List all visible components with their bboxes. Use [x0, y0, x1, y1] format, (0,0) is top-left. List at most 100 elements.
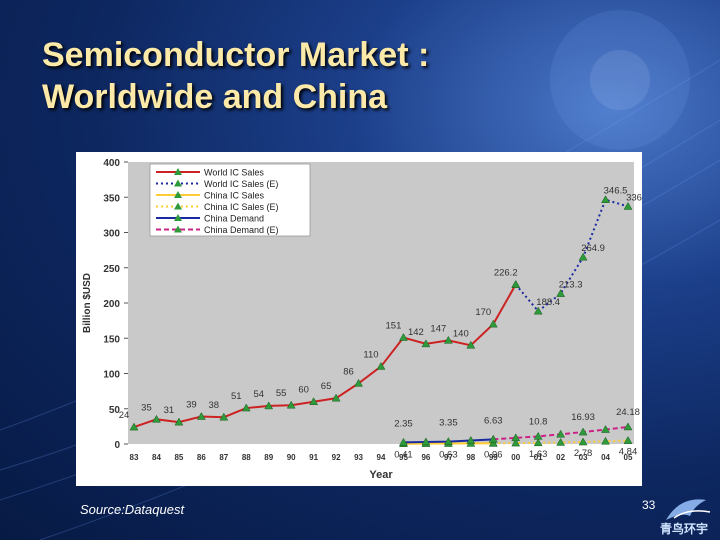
data-point	[556, 289, 566, 297]
x-tick-label: 84	[152, 453, 161, 462]
x-tick-label: 92	[332, 453, 341, 462]
data-label: 142	[408, 327, 424, 338]
data-point	[309, 397, 319, 405]
data-point	[174, 417, 184, 426]
data-point	[196, 412, 206, 420]
data-label: 86	[343, 366, 354, 377]
legend-entry: China IC Sales (E)	[204, 202, 279, 212]
data-label: 16.93	[571, 412, 595, 423]
data-point	[443, 335, 453, 344]
logo-text: 青鸟环宇	[660, 522, 709, 536]
data-label: 264.9	[581, 243, 605, 254]
legend-entry: World IC Sales	[204, 168, 264, 178]
y-tick-label: 350	[103, 193, 120, 204]
y-tick-label: 0	[114, 440, 120, 451]
data-point	[623, 201, 633, 210]
y-tick-label: 100	[103, 370, 120, 381]
data-point	[466, 340, 476, 349]
x-tick-label: 98	[466, 453, 475, 462]
x-tick-label: 87	[219, 453, 228, 462]
data-point	[488, 319, 498, 328]
legend-marker	[174, 225, 182, 233]
x-tick-label: 00	[511, 453, 520, 462]
data-label: 10.8	[529, 416, 548, 427]
data-point	[421, 437, 431, 446]
data-point	[623, 422, 633, 431]
data-label: 24.18	[616, 407, 640, 418]
y-axis-label: Billion $USD	[82, 273, 93, 333]
data-label: 54	[253, 389, 264, 400]
y-tick-label: 400	[103, 158, 120, 169]
x-axis-label: Year	[369, 469, 393, 481]
x-tick-label: 97	[444, 453, 453, 462]
data-point	[443, 437, 453, 445]
data-point	[219, 412, 229, 421]
data-point	[511, 438, 521, 447]
data-point	[578, 252, 588, 261]
x-tick-label: 02	[556, 453, 565, 462]
data-point	[399, 333, 408, 341]
legend-marker	[174, 179, 182, 187]
data-label: 3.35	[439, 418, 458, 429]
x-tick-label: 91	[309, 453, 318, 462]
data-point	[556, 437, 566, 446]
legend-entry: China Demand (E)	[204, 225, 279, 235]
legend-marker	[174, 214, 182, 221]
x-tick-label: 05	[624, 453, 633, 462]
source-note: Source:Dataquest	[80, 502, 185, 517]
y-tick-label: 300	[103, 229, 120, 240]
x-tick-label: 95	[399, 453, 408, 462]
x-tick-label: 93	[354, 453, 363, 462]
data-point	[578, 427, 588, 436]
data-point	[601, 195, 610, 203]
data-label: 38	[209, 400, 220, 411]
data-point	[466, 435, 476, 444]
data-label: 0.41	[394, 450, 413, 461]
data-point	[533, 431, 543, 440]
x-tick-label: 88	[242, 453, 251, 462]
y-tick-label: 250	[103, 264, 120, 275]
data-label: 55	[276, 388, 287, 399]
x-tick-label: 01	[534, 453, 543, 462]
legend-marker	[174, 202, 182, 210]
data-label: 0.96	[484, 449, 503, 460]
data-label: 51	[231, 391, 242, 402]
data-label: 110	[363, 349, 378, 360]
page-number: 33	[642, 498, 656, 512]
series-0: 24 35 31 39 38 51 54 55 60 65 86 110 151 142 147 140 170…	[119, 268, 521, 431]
data-point	[286, 400, 296, 409]
series-line	[514, 198, 629, 313]
x-tick-label: 83	[130, 453, 139, 462]
data-label: 6.63	[484, 415, 503, 426]
legend-entry: China IC Sales	[204, 191, 265, 201]
x-tick-label: 86	[197, 453, 206, 462]
legend-entry: China Demand	[204, 214, 264, 224]
data-point	[399, 437, 408, 446]
chart-container: 0 50 100 150 200 250 300 350 400 83 84 85 86 87 88 89 90…	[76, 152, 650, 486]
x-tick-label: 89	[264, 453, 273, 462]
company-logo	[666, 499, 711, 520]
x-tick-label: 04	[601, 453, 610, 462]
data-point	[556, 429, 566, 438]
x-tick-label: 99	[489, 453, 498, 462]
data-label: 24	[119, 410, 130, 421]
data-label: 60	[298, 385, 309, 396]
data-label: 188.4	[536, 297, 560, 308]
data-point	[421, 339, 431, 348]
y-tick-label: 50	[109, 405, 121, 416]
data-point	[623, 436, 633, 444]
data-label: 31	[164, 405, 175, 416]
data-point	[533, 306, 543, 315]
data-point	[264, 401, 274, 410]
data-label: 65	[321, 381, 332, 392]
y-tick-label: 150	[103, 334, 120, 345]
legend-entry: World IC Sales (E)	[204, 179, 278, 189]
data-point	[601, 425, 610, 433]
data-point	[354, 378, 363, 387]
data-label: 35	[141, 402, 152, 413]
x-tick-label: 03	[579, 453, 588, 462]
data-label: 213.3	[559, 280, 583, 291]
data-label: 140	[453, 328, 469, 339]
series-line	[133, 284, 517, 429]
